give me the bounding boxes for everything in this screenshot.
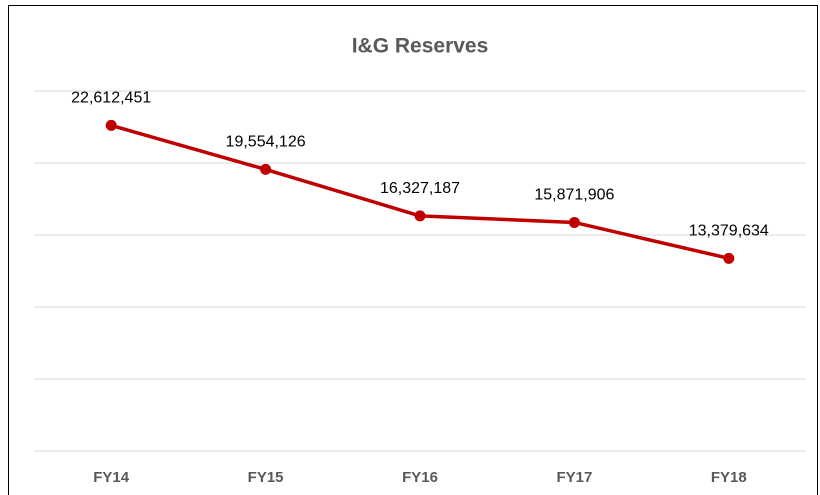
chart-title: I&G Reserves [352,35,489,58]
x-tick-label: FY14 [93,469,130,486]
point [568,216,580,228]
data-label: 22,612,451 [71,90,151,107]
chart-frame [8,5,818,495]
point [723,252,735,264]
data-label: 16,327,187 [380,180,460,197]
x-tick-label: FY16 [402,469,438,486]
point [105,119,117,131]
data-label: 15,871,906 [534,187,614,204]
x-tick-label: FY17 [556,469,592,486]
point [260,163,272,175]
point [414,210,426,222]
data-label: 19,554,126 [226,134,306,151]
x-tick-label: FY18 [711,469,747,486]
data-label: 13,379,634 [689,223,769,240]
x-tick-label: FY15 [248,469,284,486]
